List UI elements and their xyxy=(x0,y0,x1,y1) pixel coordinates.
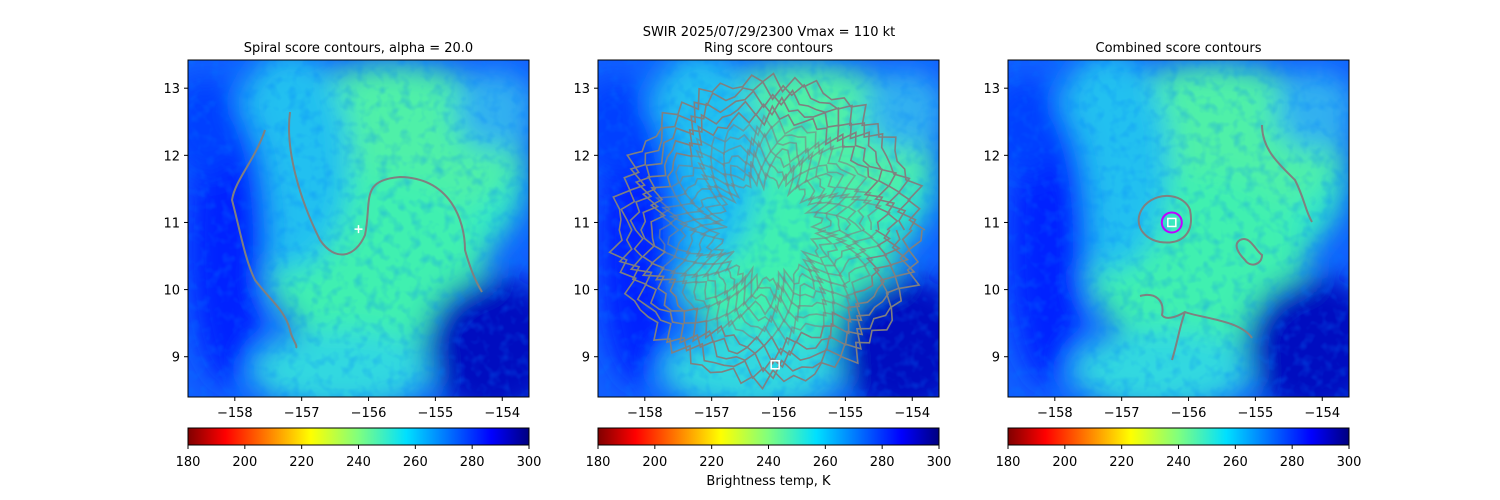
x-tick-label: −156 xyxy=(761,406,797,421)
y-tick-label: 12 xyxy=(163,149,180,164)
score-contour xyxy=(1139,294,1253,339)
ring-contours xyxy=(608,72,926,391)
colorbar-tick-label: 240 xyxy=(346,455,371,470)
x-tick-label: −157 xyxy=(694,406,730,421)
x-tick-label: −155 xyxy=(1238,406,1274,421)
y-tick-label: 11 xyxy=(573,216,590,231)
axes-frame xyxy=(597,59,940,398)
x-tick-label: −156 xyxy=(1171,406,1207,421)
colorbar-tick-label: 180 xyxy=(176,455,201,470)
colorbar: 180 200 220 240 260 280 300 xyxy=(176,427,542,470)
y-tick-label: 10 xyxy=(983,284,1000,299)
colorbar-tick-label: 240 xyxy=(756,455,781,470)
colorbar-tick-label: 300 xyxy=(927,455,952,470)
x-tick-label: −155 xyxy=(418,406,454,421)
y-tick-label: 11 xyxy=(983,216,1000,231)
brightness-temp-image xyxy=(1008,60,1349,397)
colorbar-tick-label: 300 xyxy=(1337,455,1362,470)
center-marker-square xyxy=(1167,217,1177,228)
colorbar-tick-label: 280 xyxy=(460,455,485,470)
panel-3: Combined score contours −158 −157 −156 −155 −… xyxy=(983,41,1362,470)
x-tick-label: −158 xyxy=(1037,406,1073,421)
score-contour xyxy=(1171,311,1186,361)
score-contour xyxy=(230,129,298,349)
colorbar-tick-label: 200 xyxy=(1052,455,1077,470)
x-tick-label: −154 xyxy=(894,406,930,421)
x-tick-label: −157 xyxy=(1104,406,1140,421)
center-circle xyxy=(1160,211,1183,234)
y-tick-label: 10 xyxy=(573,284,590,299)
center-marker-square xyxy=(770,360,780,370)
panel-title: Ring score contours xyxy=(704,41,833,56)
colorbar-tick-label: 220 xyxy=(1109,455,1134,470)
colorbar: 180 200 220 240 260 280 300 Brightness temp, K xyxy=(586,427,952,489)
colorbar-tick-label: 280 xyxy=(1280,455,1305,470)
colorbar-tick-label: 240 xyxy=(1166,455,1191,470)
colorbar-label: Brightness temp, K xyxy=(706,474,831,489)
score-contour xyxy=(1137,195,1192,244)
score-contour xyxy=(1261,124,1313,223)
y-tick-label: 13 xyxy=(573,82,590,97)
y-tick-label: 11 xyxy=(163,216,180,231)
center-marker-plus xyxy=(354,225,363,234)
score-contour xyxy=(288,111,483,293)
x-tick-label: −155 xyxy=(828,406,864,421)
x-tick-label: −156 xyxy=(351,406,387,421)
axes-frame xyxy=(187,59,530,398)
colorbar-tick-label: 280 xyxy=(870,455,895,470)
x-tick-label: −154 xyxy=(484,406,520,421)
suptitle: SWIR 2025/07/29/2300 Vmax = 110 kt xyxy=(643,25,896,40)
x-tick-label: −158 xyxy=(627,406,663,421)
colorbar: 180 200 220 240 260 280 300 xyxy=(996,427,1362,470)
y-tick-label: 12 xyxy=(573,149,590,164)
score-contour xyxy=(1235,238,1264,266)
colorbar-tick-label: 260 xyxy=(1223,455,1248,470)
brightness-temp-image xyxy=(188,60,529,397)
colorbar-tick-label: 220 xyxy=(289,455,314,470)
colorbar-tick-label: 200 xyxy=(642,455,667,470)
y-tick-label: 13 xyxy=(983,82,1000,97)
y-tick-label: 10 xyxy=(163,284,180,299)
y-tick-label: 13 xyxy=(163,82,180,97)
colorbar-tick-label: 180 xyxy=(996,455,1021,470)
colorbar-tick-label: 300 xyxy=(517,455,542,470)
colorbar-tick-label: 260 xyxy=(813,455,838,470)
x-tick-label: −154 xyxy=(1304,406,1340,421)
colorbar-tick-label: 260 xyxy=(403,455,428,470)
y-tick-label: 9 xyxy=(172,351,180,366)
y-tick-label: 9 xyxy=(582,351,590,366)
brightness-temp-image xyxy=(598,60,939,397)
panel-title: Combined score contours xyxy=(1096,41,1262,56)
axes-frame xyxy=(1007,59,1350,398)
y-tick-label: 12 xyxy=(983,149,1000,164)
colorbar-tick-label: 220 xyxy=(699,455,724,470)
panel-2: Ring score contours −158 −157 −156 −155 −154 9… xyxy=(573,41,952,489)
panel-title: Spiral score contours, alpha = 20.0 xyxy=(244,41,473,56)
colorbar-tick-label: 200 xyxy=(232,455,257,470)
colorbar-tick-label: 180 xyxy=(586,455,611,470)
x-tick-label: −157 xyxy=(284,406,320,421)
y-tick-label: 9 xyxy=(992,351,1000,366)
x-tick-label: −158 xyxy=(217,406,253,421)
panel-1: Spiral score contours, alpha = 20.0 −158 −… xyxy=(163,41,542,470)
